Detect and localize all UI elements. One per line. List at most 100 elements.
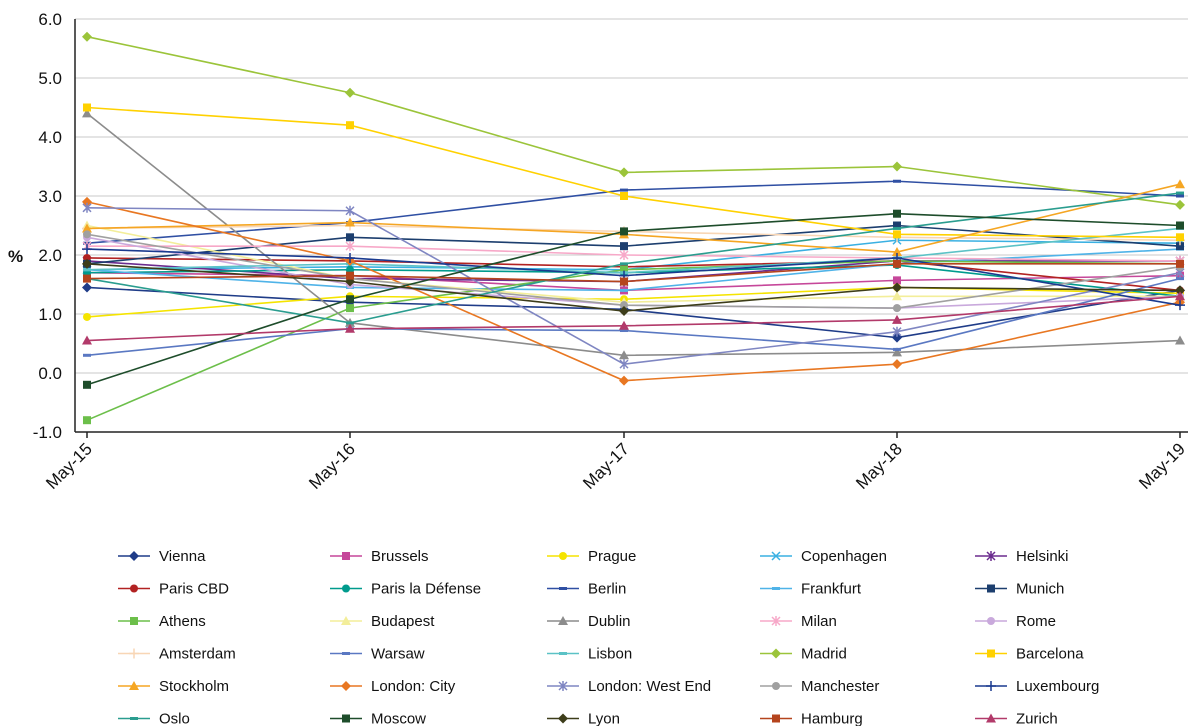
legend-label: Madrid [801, 646, 847, 663]
data-point-london-west-end [345, 205, 355, 216]
data-point-zurich [345, 323, 355, 333]
legend-label: Brussels [371, 548, 429, 565]
data-point-london-city [619, 375, 629, 386]
series-luxembourg [82, 244, 1185, 311]
legend-swatch-marker [987, 649, 995, 658]
legend-label: Paris CBD [159, 581, 229, 598]
x-tick-label: May-15 [42, 439, 96, 493]
data-point-barcelona [893, 230, 901, 239]
series-barcelona [83, 103, 1184, 242]
series-dublin [82, 108, 1185, 360]
legend-swatch-marker [986, 713, 996, 723]
legend-item-prague: Prague [547, 548, 636, 565]
data-point-madrid [345, 87, 355, 98]
legend-item-barcelona: Barcelona [975, 646, 1084, 663]
y-tick-label: -1.0 [33, 423, 62, 442]
legend-swatch-marker [129, 681, 139, 690]
data-point-london-west-end [82, 202, 92, 213]
legend-swatch-marker [342, 584, 350, 593]
legend-label: Milan [801, 613, 837, 630]
data-point-milan [345, 241, 355, 252]
series-lines [82, 31, 1185, 425]
data-point-dublin [1175, 335, 1185, 345]
data-point-lyon [1175, 285, 1185, 296]
data-point-dublin [82, 108, 92, 118]
legend-swatch-marker [341, 616, 351, 625]
legend-label: Lyon [588, 711, 620, 726]
legend-item-stockholm: Stockholm [118, 678, 229, 695]
legend-swatch-marker [341, 681, 351, 691]
legend-label: Prague [588, 548, 636, 565]
legend-item-rome: Rome [975, 613, 1056, 630]
data-point-frankfurt [620, 288, 628, 292]
legend-item-paris-cbd: Paris CBD [118, 581, 229, 598]
legend-swatch-marker [772, 714, 780, 723]
data-point-madrid [619, 167, 629, 178]
legend-swatch-marker [559, 587, 567, 590]
legend-swatch-marker [771, 551, 781, 561]
legend-label: Zurich [1016, 711, 1058, 726]
series-line-madrid [86, 35, 1181, 206]
legend-swatch-marker [771, 616, 781, 626]
data-point-oslo [620, 262, 628, 266]
data-point-hamburg [83, 274, 91, 283]
y-tick-label: 4.0 [38, 128, 62, 147]
legend-label: Hamburg [801, 711, 863, 726]
data-point-barcelona [83, 103, 91, 112]
legend-swatch-marker [130, 717, 138, 720]
legend-swatch-marker [342, 552, 350, 560]
legend-label: Athens [159, 613, 206, 630]
legend-label: Lisbon [588, 646, 632, 663]
legend-item-berlin: Berlin [547, 581, 626, 598]
legend-item-lisbon: Lisbon [547, 646, 632, 663]
data-point-stockholm [1175, 179, 1185, 189]
legend-item-hamburg: Hamburg [760, 711, 863, 726]
data-point-warsaw [1176, 277, 1184, 281]
data-point-zurich [892, 314, 902, 324]
legend-label: Rome [1016, 613, 1056, 630]
x-tick-label: May-18 [852, 439, 906, 493]
legend-item-dublin: Dublin [547, 613, 631, 630]
y-axis-title: % [8, 247, 23, 266]
data-point-hamburg [346, 271, 354, 280]
series-zurich [82, 291, 1185, 345]
legend-label: Berlin [588, 581, 626, 598]
legend-label: Barcelona [1016, 646, 1084, 663]
data-point-london-city [892, 359, 902, 370]
legend: Vienna Brussels Prague Copenhagen Helsinki Pa… [118, 548, 1099, 726]
legend-swatch-marker [129, 551, 139, 561]
legend-swatch-marker [342, 652, 350, 655]
legend-swatch-marker [130, 584, 138, 593]
legend-swatch-marker [559, 552, 567, 560]
legend-label: Vienna [159, 548, 206, 565]
data-point-lyon [892, 282, 902, 293]
data-point-lisbon [83, 268, 91, 272]
data-point-madrid [892, 161, 902, 172]
legend-swatch-marker [342, 714, 350, 723]
legend-label: Manchester [801, 678, 879, 695]
data-point-warsaw [893, 347, 901, 351]
data-point-oslo [346, 321, 354, 325]
data-point-athens [83, 416, 91, 425]
series-moscow [83, 209, 1184, 389]
legend-item-manchester: Manchester [760, 678, 879, 695]
legend-item-london-west-end: London: West End [547, 678, 711, 695]
legend-swatch-marker [772, 587, 780, 590]
series-athens [83, 256, 1184, 425]
y-tick-label: 3.0 [38, 187, 62, 206]
data-point-dublin [892, 347, 902, 357]
legend-label: London: City [371, 678, 456, 695]
legend-item-frankfurt: Frankfurt [760, 581, 862, 598]
data-point-luxembourg [1175, 300, 1185, 311]
data-point-stockholm [345, 217, 355, 227]
legend-item-luxembourg: Luxembourg [975, 678, 1099, 695]
y-tick-label: 0.0 [38, 364, 62, 383]
legend-swatch-marker [772, 682, 780, 690]
series-line-athens [86, 260, 1181, 421]
legend-item-madrid: Madrid [760, 646, 847, 663]
data-point-lyon [619, 306, 629, 317]
legend-label: Munich [1016, 581, 1064, 598]
legend-label: Paris la Défense [371, 581, 481, 598]
data-point-london-west-end [892, 326, 902, 337]
data-point-barcelona [346, 121, 354, 130]
